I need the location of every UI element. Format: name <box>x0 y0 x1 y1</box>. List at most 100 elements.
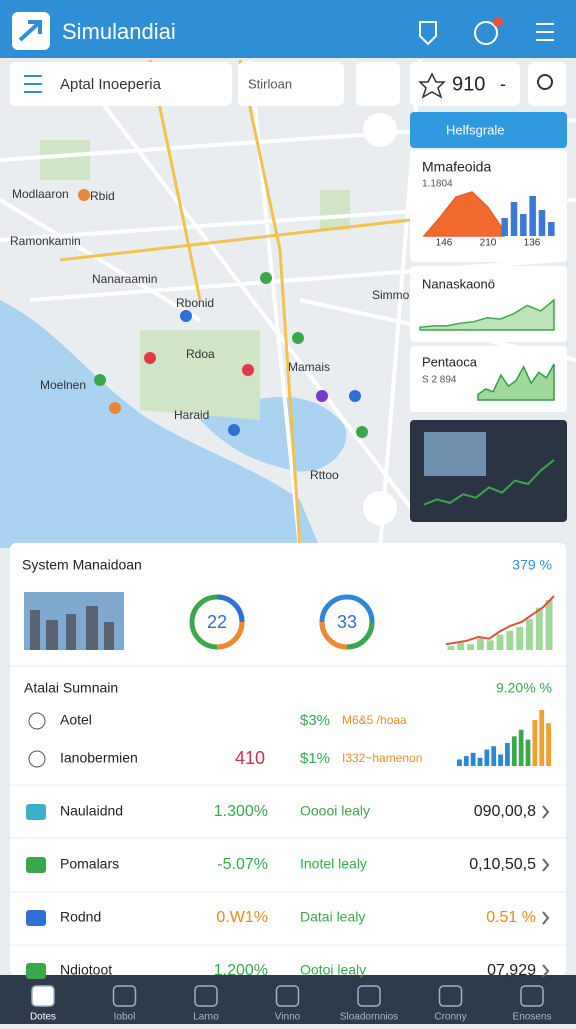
row-amount: 07,929 <box>487 962 536 979</box>
nav-icon[interactable] <box>438 985 463 1007</box>
chevron[interactable] <box>542 805 550 819</box>
nav-icon[interactable] <box>357 985 381 1007</box>
bar <box>463 756 469 766</box>
park <box>140 330 260 420</box>
bar <box>498 754 503 766</box>
row-note: I332~hamenon <box>342 751 422 765</box>
nav-icon[interactable] <box>275 985 300 1007</box>
chevron[interactable] <box>542 911 550 925</box>
search-bar[interactable] <box>10 62 232 106</box>
dashboard-panel <box>10 543 566 975</box>
card-title: Nanaskaonö <box>422 276 495 291</box>
row-label: Naulaidnd <box>60 803 123 819</box>
nav-label: Iobol <box>114 1012 136 1023</box>
chevron[interactable] <box>542 964 550 978</box>
filter-field[interactable] <box>238 62 344 106</box>
row-icon <box>26 963 46 979</box>
bar <box>486 640 494 650</box>
profile-icon[interactable] <box>474 21 498 45</box>
logo-icon <box>18 20 42 42</box>
axis-label: 210 <box>480 238 497 249</box>
nav-label: Dotes <box>30 1012 56 1023</box>
gauge-value: 33 <box>337 612 357 632</box>
city-image <box>424 432 486 476</box>
map-label: Simmo <box>372 288 410 302</box>
bar <box>520 214 527 236</box>
header <box>0 0 576 58</box>
bar <box>506 630 514 650</box>
section-value: 9.20% % <box>496 680 552 696</box>
row-value: $3% <box>300 712 330 729</box>
bar <box>511 736 517 766</box>
bar <box>548 222 555 236</box>
skyline <box>30 606 114 650</box>
compass[interactable] <box>363 113 397 147</box>
score: 910 <box>452 73 485 95</box>
bar <box>535 607 543 650</box>
search-icon <box>537 74 553 90</box>
map-label: Rttoo <box>310 468 339 482</box>
bar <box>518 729 524 766</box>
bar <box>491 746 497 766</box>
map-icon[interactable] <box>419 21 437 46</box>
row-amount: 0.51 % <box>486 909 536 926</box>
badge <box>493 17 503 27</box>
nav-icon[interactable] <box>112 985 137 1007</box>
card-title: Pentaoca <box>422 354 478 369</box>
row-change: -5.07% <box>217 856 268 873</box>
row-value: $1% <box>300 750 330 767</box>
row-label: Rodnd <box>60 909 101 925</box>
row-status: Datai lealy <box>300 909 365 925</box>
map-label: Nanaraamin <box>92 272 157 286</box>
row-icon <box>28 750 46 768</box>
row-label: Ndiotoot <box>60 962 112 978</box>
bar <box>457 759 462 766</box>
nav-button[interactable] <box>356 62 400 106</box>
bar <box>532 719 538 766</box>
gauge-value: 22 <box>207 612 227 632</box>
axis-label: 146 <box>436 238 453 249</box>
bar <box>516 626 524 650</box>
menu-icon[interactable] <box>24 75 42 93</box>
bar <box>546 723 551 766</box>
nav-icon[interactable] <box>194 985 218 1007</box>
nav-label: Enosens <box>513 1012 552 1023</box>
map-label: Moelnen <box>40 378 86 392</box>
map-label: Haraid <box>174 408 209 422</box>
card-subtitle: S 2 894 <box>422 375 457 386</box>
row-label: Pomalars <box>60 856 119 872</box>
bar <box>457 642 465 650</box>
bar <box>510 202 518 236</box>
sea <box>0 300 320 548</box>
chevron[interactable] <box>542 858 550 872</box>
gauge-arc <box>216 594 245 623</box>
bar <box>484 749 490 766</box>
bar <box>538 210 546 236</box>
row-icon <box>26 804 46 820</box>
search-button[interactable] <box>528 62 566 106</box>
row-icon <box>26 857 46 873</box>
row-note: M6&5 /hoaa <box>342 713 407 727</box>
menu-icon[interactable] <box>536 23 554 41</box>
area <box>419 298 555 331</box>
nav-label: Larno <box>193 1012 219 1023</box>
map-label: Modlaaron <box>12 187 69 201</box>
axis-label: 136 <box>524 238 541 249</box>
star-icon <box>418 72 446 99</box>
bar <box>525 739 531 766</box>
bar <box>470 752 476 766</box>
bar <box>505 742 510 766</box>
app-title: Simulandiai <box>62 19 176 44</box>
nav-icon[interactable] <box>520 985 544 1007</box>
row-change: 1.300% <box>214 803 268 820</box>
line <box>445 595 555 646</box>
pins <box>78 189 368 438</box>
locate-button[interactable] <box>363 491 397 525</box>
row-label: Ianobermien <box>60 750 138 766</box>
roads <box>0 59 576 549</box>
row-value: 410 <box>235 748 265 768</box>
row-status: Inotel lealy <box>300 856 367 872</box>
nav-icon[interactable] <box>31 985 55 1007</box>
map-label: Rbid <box>90 189 115 203</box>
bar <box>476 638 484 650</box>
